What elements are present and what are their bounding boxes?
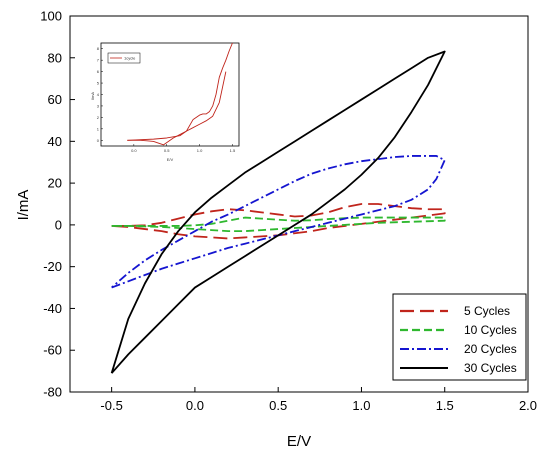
series-line-5-cycles xyxy=(111,203,446,240)
legend-box xyxy=(392,293,527,381)
x-tick-label: 0.5 xyxy=(269,398,287,413)
inset-legend-box xyxy=(107,52,141,64)
inset-y-axis-title: I/mA xyxy=(90,92,95,101)
series-line-20-cycles xyxy=(111,155,446,289)
inset-x-axis-title: E/V xyxy=(167,157,174,162)
y-tick-label: -20 xyxy=(43,259,62,274)
legend: 5 Cycles 10 Cycles 20 Cycles 30 Cycles xyxy=(392,293,527,381)
legend-label-20-cycles: 20 Cycles xyxy=(464,342,517,356)
x-tick-label: 0.5 xyxy=(164,148,170,153)
main-plot-frame xyxy=(69,15,529,393)
y-tick-label: 80 xyxy=(48,50,62,65)
legend-label-10-cycles: 10 Cycles xyxy=(464,323,517,337)
x-tick-label: 1.0 xyxy=(352,398,370,413)
y-tick-label: 5 xyxy=(97,81,100,86)
legend-label-5-cycles: 5 Cycles xyxy=(464,304,510,318)
main-series-group xyxy=(110,50,446,374)
y-tick-label: 40 xyxy=(48,134,62,149)
y-tick-label: 20 xyxy=(48,176,62,191)
y-tick-label: 100 xyxy=(40,9,62,24)
x-tick-label: 1.5 xyxy=(436,398,454,413)
series-line-30-cycles xyxy=(110,50,446,374)
y-tick-label: 7 xyxy=(97,58,100,63)
y-axis-title: I/mA xyxy=(15,190,32,221)
y-tick-label: -40 xyxy=(43,301,62,316)
y-tick-label: 60 xyxy=(48,92,62,107)
series-line-10-cycles xyxy=(111,216,446,233)
y-tick-label: 4 xyxy=(97,92,100,97)
x-tick-label: 1.5 xyxy=(230,148,236,153)
inset-series-line-series-1 xyxy=(127,71,227,146)
inset-chart: 0.0 0.5 1.0 1.5 0 1 2 3 4 5 6 7 8 I/mA E/V 1cycle xyxy=(88,40,243,165)
inset-legend-label: 1cycle xyxy=(124,56,136,61)
y-tick-label: -80 xyxy=(43,385,62,400)
x-tick-label: 2.0 xyxy=(519,398,537,413)
x-tick-label: 0.0 xyxy=(131,148,137,153)
y-tick-label: 6 xyxy=(97,69,100,74)
y-tick-label: 1 xyxy=(97,126,100,131)
legend-label-30-cycles: 30 Cycles xyxy=(464,361,517,375)
inset-series-line-1cycle xyxy=(127,42,233,141)
x-tick-label: -0.5 xyxy=(100,398,122,413)
main-axis-ticks: -0.5 0.0 0.5 1.0 1.5 2.0-80-60-40-20020406080… xyxy=(40,9,537,414)
x-tick-label: 1.0 xyxy=(197,148,203,153)
y-tick-label: 0 xyxy=(97,138,100,143)
y-tick-label: 0 xyxy=(55,217,62,232)
inset-axis-ticks: 0.0 0.5 1.0 1.5 0 1 2 3 4 5 6 7 8 xyxy=(97,46,236,153)
y-tick-label: 2 xyxy=(97,115,100,120)
y-tick-label: 8 xyxy=(97,46,100,51)
y-tick-label: -60 xyxy=(43,343,62,358)
x-axis-title: E/V xyxy=(287,433,311,450)
y-tick-label: 3 xyxy=(97,103,100,108)
inset-series-group xyxy=(127,42,233,146)
x-tick-label: 0.0 xyxy=(186,398,204,413)
